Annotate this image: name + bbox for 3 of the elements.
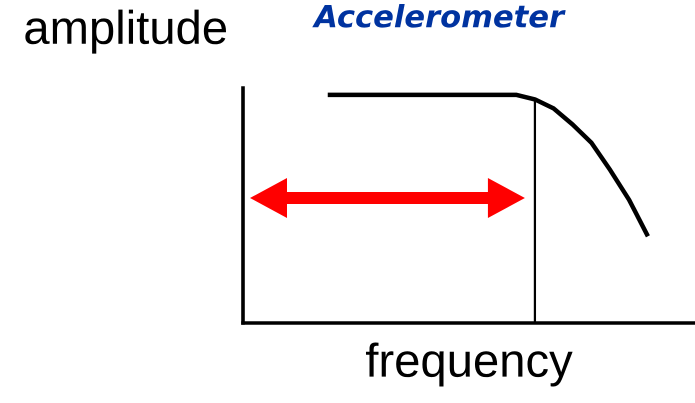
chart-title: Accelerometer [312, 4, 566, 28]
y-axis-title: amplitude [25, 10, 226, 54]
x-axis-title: frequency [366, 342, 573, 386]
